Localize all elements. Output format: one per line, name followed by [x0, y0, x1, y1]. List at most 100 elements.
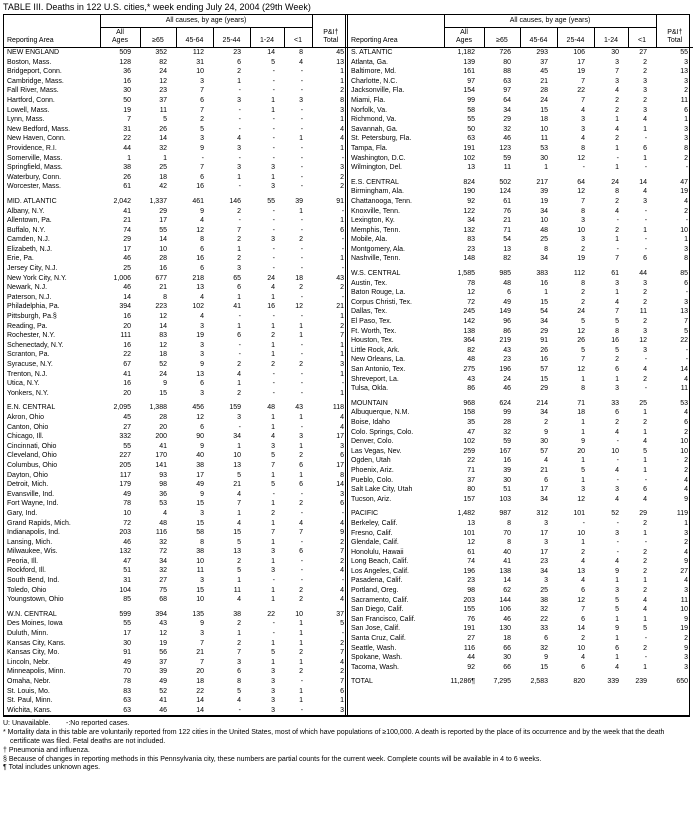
value-cell: 7 [581, 197, 585, 205]
value-cell: 42 [159, 183, 167, 191]
value-cell: 5 [684, 327, 689, 335]
reporting-area-cell: Camden, N.J. [7, 236, 50, 244]
value-cell: 37 [467, 476, 475, 484]
value-cell: 3 [237, 265, 241, 273]
table-left-half: Reporting Area All causes, by age (years)… [4, 15, 350, 716]
value-cell: 23 [503, 356, 511, 364]
value-cell: 26 [540, 346, 548, 354]
value-cell: 8 [340, 96, 345, 104]
value-cell: 7 [200, 658, 204, 666]
value-cell: 92 [467, 663, 475, 671]
reporting-area-cell: MOUNTAIN [351, 399, 388, 407]
value-cell: - [300, 509, 304, 517]
reporting-area-cell: Boston, Mass. [7, 58, 52, 66]
value-cell: 32 [159, 567, 167, 575]
value-cell: 3 [581, 116, 585, 124]
value-cell: 1 [299, 442, 304, 450]
value-cell: - [300, 144, 304, 152]
value-cell: 9 [581, 438, 585, 446]
value-cell: 12 [467, 289, 475, 297]
value-cell: 8 [615, 188, 619, 196]
value-cell: 146 [229, 197, 241, 205]
value-cell: 968 [463, 399, 475, 407]
city-row: Gary, Ind. 10 4 3 1 2 - - [4, 509, 349, 519]
value-cell: 3 [271, 706, 275, 714]
reporting-area-cell: Montgomery, Ala. [351, 245, 405, 253]
value-cell: 44 [123, 144, 131, 152]
value-cell: 4 [615, 495, 619, 503]
reporting-area-cell: Youngstown, Ohio [7, 596, 64, 604]
value-cell: - [300, 217, 304, 225]
value-cell: - [644, 539, 648, 547]
value-cell: - [272, 226, 275, 234]
value-cell: 2 [643, 519, 648, 527]
value-cell: 1 [271, 423, 275, 431]
value-cell: 3 [544, 539, 548, 547]
city-row: Lincoln, Nebr. 49 37 7 3 1 1 4 [4, 658, 349, 668]
value-cell: 1 [271, 322, 275, 330]
value-cell: 502 [499, 178, 511, 186]
footnote-section: § Because of changes in reporting method… [3, 755, 542, 763]
value-cell: 3 [615, 77, 619, 85]
value-cell: 32 [503, 428, 511, 436]
city-row: Des Moines, Iowa 55 43 9 2 - 1 5 [4, 619, 349, 629]
value-cell: 40 [503, 548, 511, 556]
value-cell: 509 [119, 49, 131, 56]
city-row: Allentown, Pa. 21 17 4 - - - 1 [4, 216, 349, 226]
reporting-area-cell: Canton, Ohio [7, 423, 49, 431]
value-cell: 97 [503, 87, 511, 95]
value-cell: 275 [463, 366, 475, 373]
value-cell: 20 [196, 668, 204, 676]
value-cell: 1 [271, 586, 275, 594]
value-cell: 3 [615, 587, 619, 595]
value-cell: 10 [680, 606, 689, 614]
age-column-header-2: 45-64 [175, 27, 213, 48]
value-cell: 2 [200, 116, 204, 124]
city-row: San Jose, Calif. 191 130 33 14 9 5 19 [348, 624, 693, 634]
value-cell: - [300, 341, 304, 349]
reporting-area-cell: Birmingham, Ala. [351, 188, 404, 196]
reporting-area-cell: Baton Rouge, La. [351, 289, 406, 297]
value-cell: 3 [200, 135, 204, 143]
value-cell: 14 [639, 178, 648, 186]
value-cell: 3 [299, 96, 304, 104]
value-cell: 2 [643, 644, 648, 652]
value-cell: 1 [684, 236, 689, 244]
value-cell: 159 [229, 404, 241, 412]
value-cell: 1 [643, 663, 648, 671]
value-cell: 2 [340, 668, 345, 676]
value-cell: 2 [340, 322, 345, 330]
value-cell: - [238, 351, 241, 359]
reporting-area-cell: Trenton, N.J. [7, 370, 48, 378]
value-cell: 14 [336, 481, 345, 489]
value-cell: - [300, 68, 304, 76]
value-cell: 63 [123, 697, 131, 705]
value-cell: 2 [643, 298, 648, 306]
age-column-header-4: 1-24 [249, 27, 284, 48]
value-cell: 52 [159, 687, 167, 695]
value-cell: 3 [271, 236, 275, 244]
value-cell: - [300, 423, 304, 431]
city-row: Phoenix, Ariz. 71 39 21 5 4 1 2 [348, 466, 693, 476]
value-cell: 23 [467, 245, 475, 253]
value-cell: - [272, 490, 275, 498]
value-cell: 3 [200, 577, 204, 585]
reporting-area-cell: Utica, N.Y. [7, 380, 40, 388]
value-cell: 8 [581, 385, 585, 393]
value-cell: - [300, 255, 304, 263]
city-row: Omaha, Nebr. 78 49 18 8 3 - 7 [4, 677, 349, 687]
value-cell: 3 [581, 486, 585, 494]
value-cell: 16 [159, 265, 167, 273]
value-cell: 1 [684, 116, 689, 124]
value-cell: 2 [615, 106, 619, 114]
value-cell: 1 [271, 519, 275, 527]
value-cell: 17 [159, 217, 167, 225]
value-cell: 293 [536, 49, 548, 56]
city-row: Yonkers, N.Y. 20 15 3 2 - - 1 [4, 389, 349, 399]
reporting-area-cell: Paterson, N.J. [7, 293, 52, 301]
value-cell: 1,006 [113, 274, 131, 282]
value-cell: 15 [233, 529, 241, 537]
reporting-area-cell: Newark, N.J. [7, 284, 48, 292]
value-cell: - [582, 164, 585, 172]
value-cell: 5 [643, 625, 648, 633]
